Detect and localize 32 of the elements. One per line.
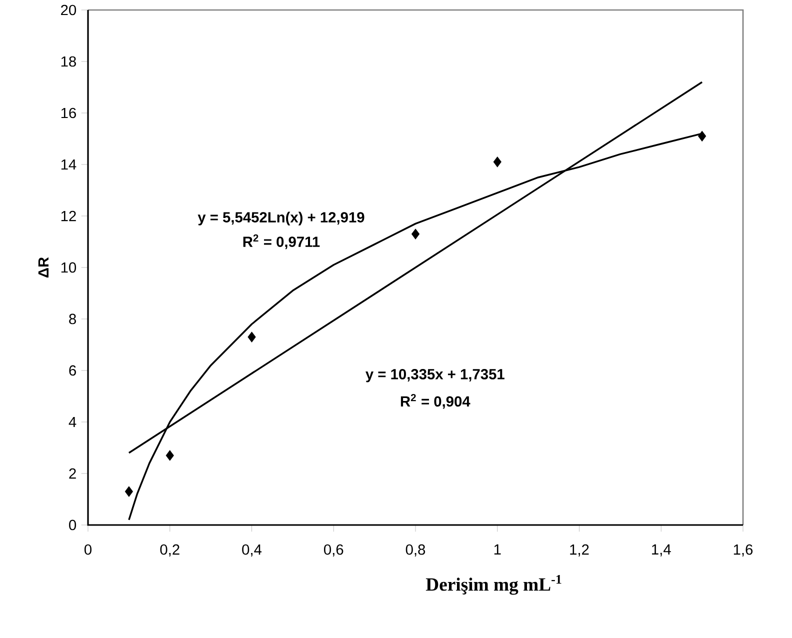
y-tick-label: 0 — [69, 520, 76, 530]
y-tick-label: 12 — [61, 210, 76, 222]
y-tick-label: 10 — [61, 262, 76, 273]
y-tick-label: 8 — [69, 314, 76, 324]
x-tick-label: 0,8 — [406, 544, 426, 556]
x-tick-label: 1 — [494, 544, 501, 554]
y-tick-label: 6 — [69, 365, 76, 376]
y-tick-label: 2 — [69, 468, 76, 479]
x-axis-title: Derişim mg mL$^{-1}$ — [426, 575, 562, 595]
x-tick-label: 0,4 — [242, 544, 262, 556]
point — [248, 332, 256, 342]
x-tick-label: 0,2 — [160, 544, 180, 556]
y-tick-label: 18 — [61, 56, 76, 67]
x-tick-label: 1,6 — [734, 544, 753, 556]
point — [494, 157, 502, 167]
y-axis-title: ΔR — [38, 257, 48, 278]
annotation: R$^{2}$ = 0,9711 — [243, 234, 320, 250]
y-tick-label: 4 — [68, 416, 76, 428]
annotation: y = 10,335x + 1,7351 — [366, 369, 504, 382]
y-tick-label: 20 — [61, 4, 76, 16]
point — [166, 450, 174, 460]
point — [698, 131, 706, 142]
y-tick-label: 14 — [61, 159, 76, 170]
x-tick-label: 0 — [84, 544, 92, 555]
x-tick-label: 1,2 — [570, 544, 589, 556]
y-tick-label: 16 — [61, 108, 76, 118]
point — [125, 486, 133, 496]
point — [412, 229, 420, 239]
x-tick-label: 0,6 — [324, 544, 344, 556]
annotation: R$^{2}$ = 0,904 — [400, 394, 470, 409]
x-tick-label: 1,4 — [652, 544, 671, 556]
annotation: y = 5,5452Ln(x) + 12,919 — [198, 212, 364, 226]
